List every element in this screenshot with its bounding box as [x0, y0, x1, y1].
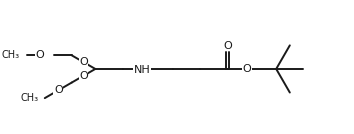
Text: O: O	[36, 50, 45, 60]
Text: O: O	[79, 71, 88, 81]
Text: O: O	[242, 64, 251, 74]
Text: CH₃: CH₃	[1, 50, 19, 60]
Text: CH₃: CH₃	[21, 93, 39, 103]
Text: O: O	[79, 57, 88, 67]
Text: O: O	[223, 41, 232, 51]
Text: O: O	[54, 85, 63, 95]
Text: NH: NH	[133, 65, 150, 75]
